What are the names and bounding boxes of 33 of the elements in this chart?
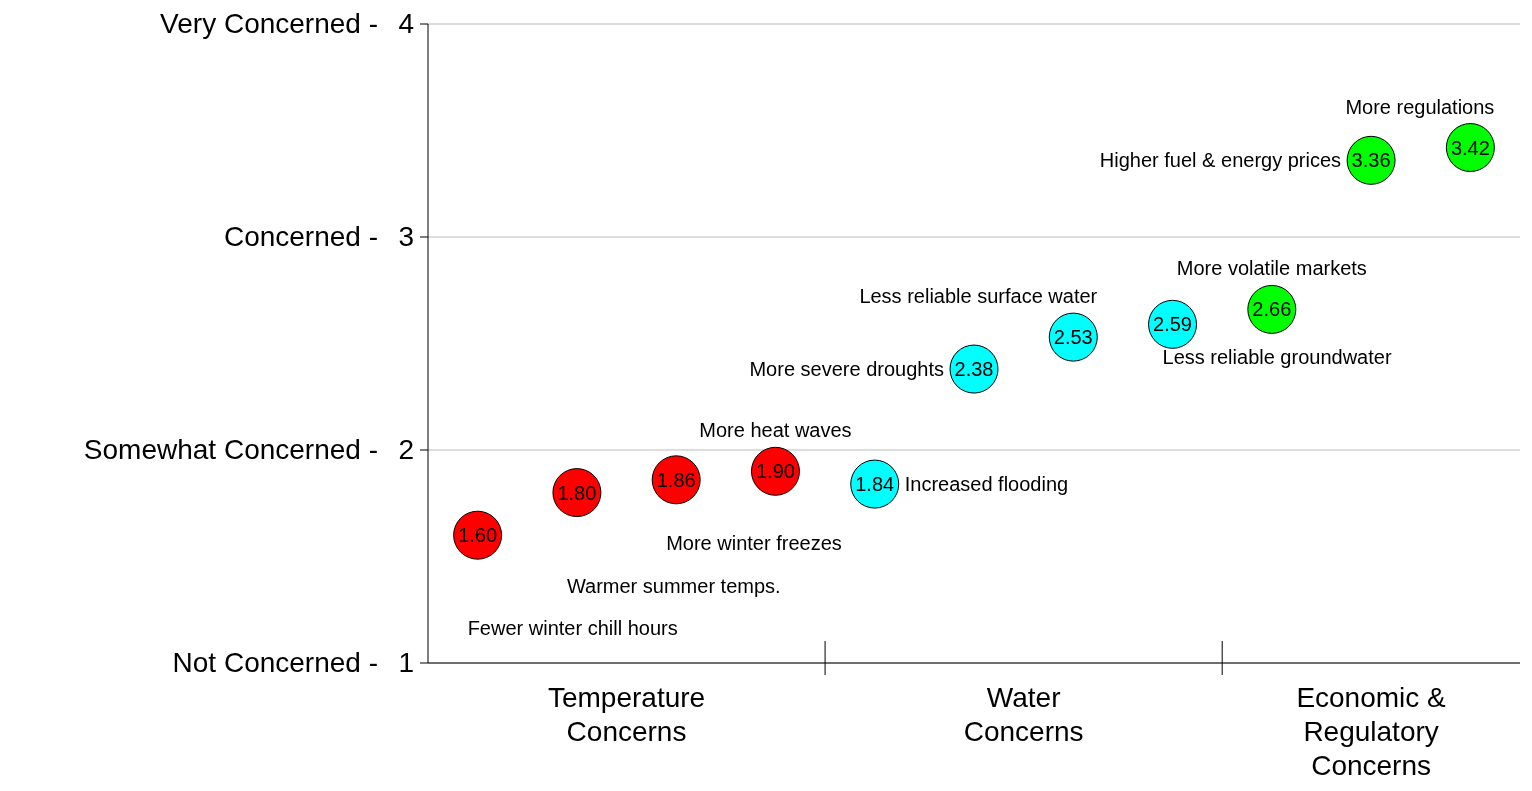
text: Warmer summer temps. — [566, 574, 781, 597]
series-label: Less reliable surface water — [859, 285, 1098, 308]
text: Fewer winter chill hours — [467, 617, 678, 640]
data-label: 2.53 — [1053, 326, 1093, 349]
data-label: 1.60 — [458, 524, 498, 547]
text: Economic & Regulatory Concerns — [1296, 682, 1447, 781]
text: Very Concerned - — [160, 8, 378, 39]
series-label: More severe droughts — [749, 358, 944, 381]
data-label: 2.59 — [1153, 313, 1193, 336]
y-tick-label: 2 — [398, 434, 414, 465]
data-label: 3.36 — [1351, 149, 1391, 172]
data-label: 1.80 — [557, 481, 597, 504]
data-label: 1.84 — [855, 473, 895, 496]
y-tick-label: 1 — [398, 647, 414, 678]
text: Not Concerned - — [172, 647, 378, 678]
series-label: Less reliable groundwater — [1162, 346, 1392, 369]
data-label: 3.42 — [1450, 136, 1490, 159]
series-label: More winter freezes — [666, 531, 842, 554]
data-label: 1.90 — [755, 460, 795, 483]
series-label: More heat waves — [699, 419, 852, 442]
series-label: More volatile markets — [1176, 257, 1367, 280]
data-label: 2.38 — [954, 358, 994, 381]
text: Temperature Concerns — [547, 682, 706, 747]
series-label: Higher fuel & energy prices — [1099, 149, 1342, 172]
series-label: Increased flooding — [904, 473, 1069, 496]
data-label: 2.66 — [1252, 298, 1292, 321]
y-tick-label: 4 — [398, 8, 414, 39]
text: Somewhat Concerned - — [83, 434, 378, 465]
series-label: More regulations — [1345, 95, 1495, 118]
y-tick-label: 3 — [398, 221, 414, 252]
text: Concerned - — [223, 221, 378, 252]
data-label: 1.86 — [656, 468, 696, 491]
text: Water Concerns — [963, 682, 1084, 747]
